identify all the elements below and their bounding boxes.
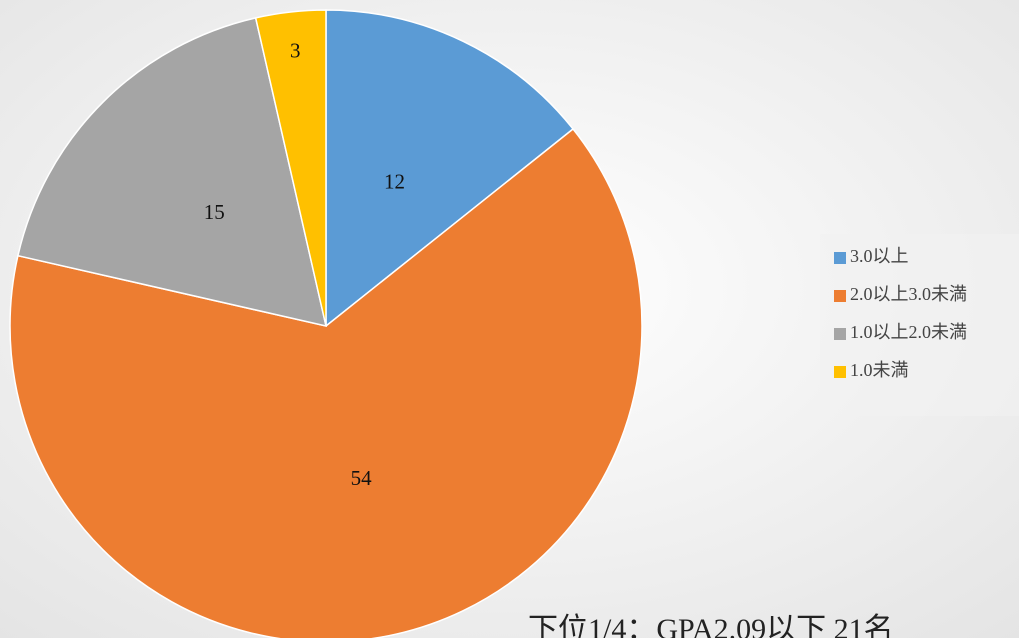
legend-swatch — [834, 252, 846, 264]
legend-label: 1.0以上2.0未満 — [850, 322, 967, 342]
data-label: 12 — [384, 169, 405, 193]
pie-slice — [9, 127, 643, 638]
legend-label: 2.0以上3.0未満 — [850, 284, 967, 304]
legend-label: 3.0以上 — [850, 246, 909, 266]
legend-swatch — [834, 366, 846, 378]
data-label: 3 — [290, 39, 301, 63]
legend-swatch — [834, 290, 846, 302]
legend-box — [820, 234, 1019, 416]
annotation: 下位1/4：GPA2.09以下 21名 — [528, 613, 894, 638]
data-label: 54 — [351, 466, 373, 490]
legend-swatch — [834, 328, 846, 340]
legend-label: 1.0未満 — [850, 360, 909, 380]
pie-slice — [17, 17, 327, 327]
data-label: 15 — [204, 200, 225, 224]
pie-slice — [254, 9, 327, 327]
pie-slice — [325, 9, 575, 328]
